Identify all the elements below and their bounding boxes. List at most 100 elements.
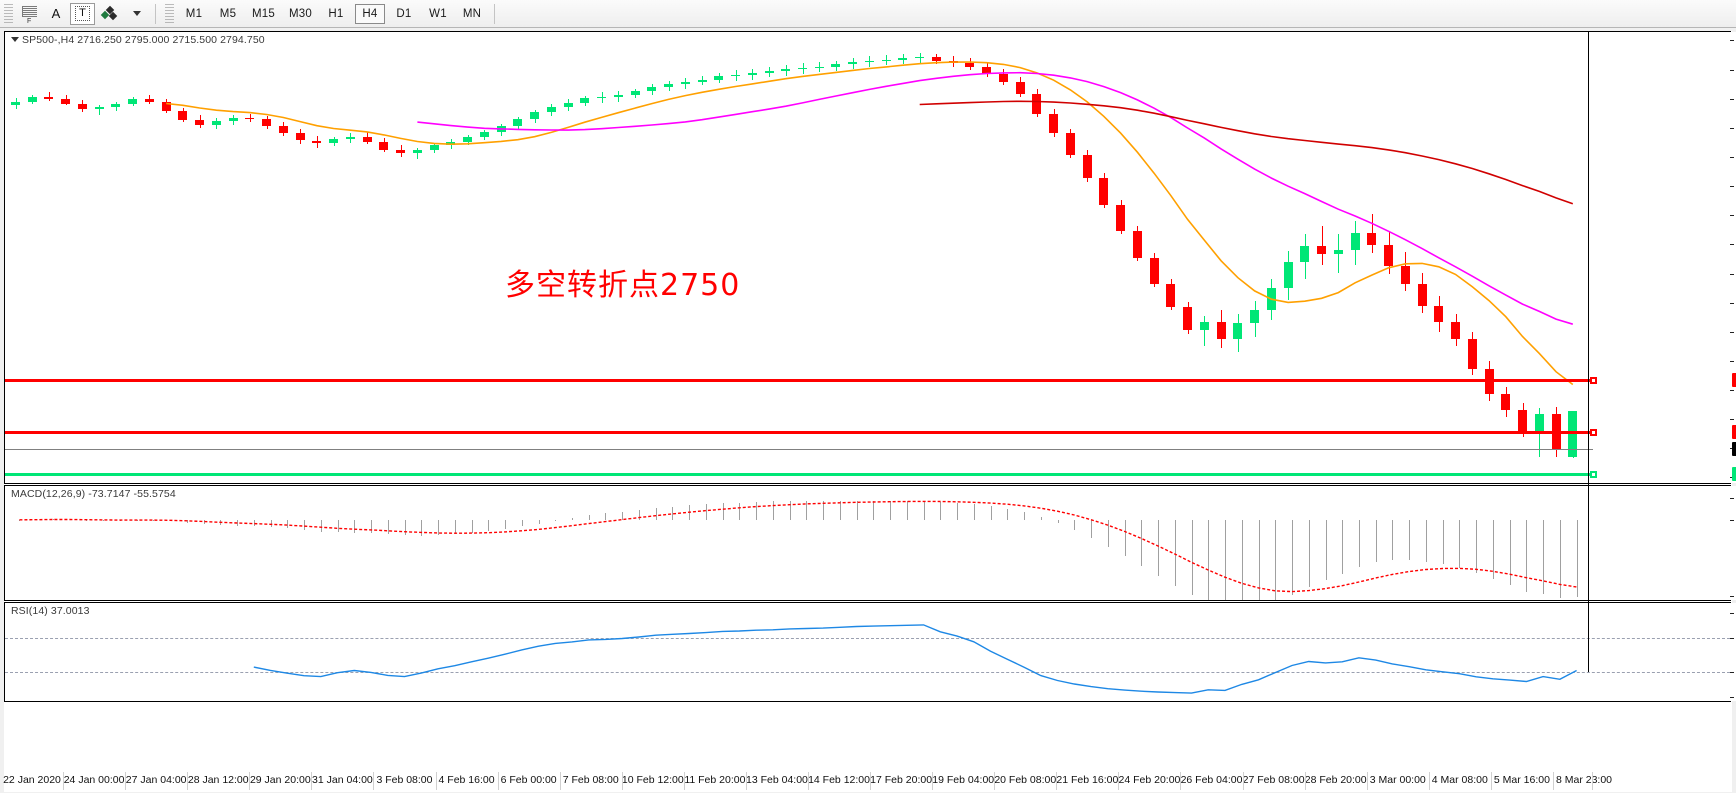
price-tick-mark [1730, 98, 1734, 100]
timeframe-m5[interactable]: M5 [219, 7, 237, 20]
macd-histogram-bar [1057, 519, 1059, 524]
macd-histogram-bar [622, 511, 624, 520]
candle-body [513, 119, 523, 127]
candle-body [630, 91, 640, 95]
macd-histogram-bar [505, 519, 506, 529]
macd-histogram-bar [973, 504, 975, 520]
price-tick: 3178.450 [1730, 185, 1736, 187]
time-axis-separator [1304, 772, 1306, 790]
macd-histogram-bar [1442, 519, 1444, 565]
timeframe-m15[interactable]: M15 [252, 7, 275, 20]
candle-body [1501, 393, 1511, 411]
price-plot[interactable]: 多空转折点2750 [5, 32, 1730, 483]
macd-histogram-bar [1476, 519, 1478, 574]
candle-body [1434, 305, 1444, 323]
time-axis-label: 28 Jan 12:00 [187, 774, 249, 786]
candle-body [128, 99, 138, 105]
candle-body [1233, 323, 1243, 339]
macd-axis: 27.4607 0.00 -96.2414 [1730, 486, 1736, 600]
candle-body [530, 112, 540, 120]
macd-plot[interactable] [5, 486, 1730, 600]
time-axis[interactable]: 22 Jan 2020 24 Jan 00:00 27 Jan 04:00 28 Ja… [3, 772, 1732, 792]
price-axis[interactable]: 3427.450 3376.450 3326.950 3277.450 3227.950… [1730, 32, 1736, 483]
macd-histogram-bar [1007, 508, 1009, 520]
macd-histogram-bar [1174, 519, 1176, 586]
macd-histogram-bar [1241, 519, 1243, 600]
price-tick: 3326.950 [1730, 98, 1736, 100]
macd-histogram-bar [119, 519, 121, 521]
price-tick: 3028.450 [1730, 273, 1736, 275]
macd-histogram-bar [1526, 519, 1528, 592]
price-tick-mark [1730, 331, 1734, 333]
candle-body [931, 57, 941, 61]
time-axis-label: 20 Feb 08:00 [994, 774, 1057, 786]
candle-body [848, 61, 858, 65]
timeframe-h1[interactable]: H1 [328, 7, 344, 20]
macd-histogram-bar [153, 519, 155, 521]
macd-histogram-bar [789, 501, 791, 520]
price-chart-panel[interactable]: SP500-,H4 2716.250 2795.000 2715.500 279… [4, 31, 1736, 484]
macd-panel[interactable]: MACD(12,26,9) -73.7147 -55.5754 27.4607 0… [4, 485, 1736, 601]
timeframe-m1[interactable]: M1 [185, 7, 203, 20]
candle-body [479, 132, 489, 137]
rsi-tick-mark [1730, 671, 1734, 673]
level-line-handle[interactable] [1590, 429, 1597, 436]
timeframe-w1[interactable]: W1 [429, 7, 447, 20]
time-axis-label: 19 Feb 04:00 [932, 774, 995, 786]
candle-wick [99, 105, 101, 116]
price-level-badge[interactable]: 2750.000 [1732, 467, 1736, 481]
collapse-triangle-icon[interactable] [11, 36, 19, 42]
macd-histogram-bar [571, 518, 573, 520]
timeframe-d1[interactable]: D1 [396, 7, 412, 20]
macd-histogram-bar [1124, 519, 1126, 557]
toolbar-grip-2[interactable] [165, 3, 174, 24]
macd-histogram-bar [1325, 519, 1327, 581]
price-level-badge[interactable]: 2905.000 [1732, 373, 1736, 387]
macd-tick: 0.00 [1730, 519, 1736, 521]
candle-body [463, 136, 473, 142]
candle-body [613, 94, 623, 98]
time-axis-separator [745, 772, 747, 790]
candle-body [144, 99, 154, 103]
level-line-handle[interactable] [1590, 471, 1597, 478]
text-box-t-icon[interactable]: T [70, 2, 95, 25]
rsi-panel[interactable]: RSI(14) 37.0013 100 70 30 0 [4, 602, 1736, 702]
macd-histogram-bar [304, 519, 305, 531]
price-tick: 2978.950 [1730, 302, 1736, 304]
price-level-badge[interactable]: 2794.750 [1732, 442, 1736, 456]
timeframe-h4[interactable]: H4 [354, 3, 385, 24]
candle-body [1250, 310, 1260, 324]
candle-body [1132, 230, 1142, 258]
time-axis-separator [187, 772, 189, 790]
text-label-a-icon[interactable]: A [51, 6, 61, 21]
candle-body [228, 117, 238, 121]
time-axis-separator [249, 772, 251, 790]
macd-histogram-bar [488, 519, 490, 531]
candle-body [1283, 262, 1293, 289]
dropdown-caret-icon[interactable] [125, 3, 149, 25]
level-line-handle[interactable] [1590, 377, 1597, 384]
crosshair-f-icon[interactable] [17, 3, 42, 25]
candle-body [1400, 265, 1410, 284]
macd-histogram-bar [170, 519, 172, 522]
candle-body [412, 149, 422, 154]
timeframe-mn[interactable]: MN [462, 7, 482, 20]
macd-histogram-bar [203, 519, 205, 525]
shapes-icon[interactable] [97, 3, 123, 25]
toolbar-grip-1[interactable] [4, 3, 13, 24]
macd-histogram-bar [1509, 519, 1511, 586]
time-axis-label: 7 Feb 08:00 [562, 774, 619, 786]
level-line-bar [5, 473, 1593, 476]
price-level-badge[interactable]: 2820.000 [1732, 425, 1736, 439]
rsi-tick: 30 [1730, 671, 1736, 673]
rsi-plot[interactable] [5, 603, 1730, 701]
time-axis-separator [621, 772, 623, 790]
candle-body [1082, 154, 1092, 178]
macd-histogram-bar [1576, 519, 1578, 598]
level-line-bar [5, 431, 1593, 434]
timeframe-m30[interactable]: M30 [288, 7, 312, 20]
candle-body [814, 66, 824, 68]
candle-body [1032, 93, 1042, 114]
candle-body [1183, 306, 1193, 331]
macd-histogram-bar [1409, 519, 1411, 560]
